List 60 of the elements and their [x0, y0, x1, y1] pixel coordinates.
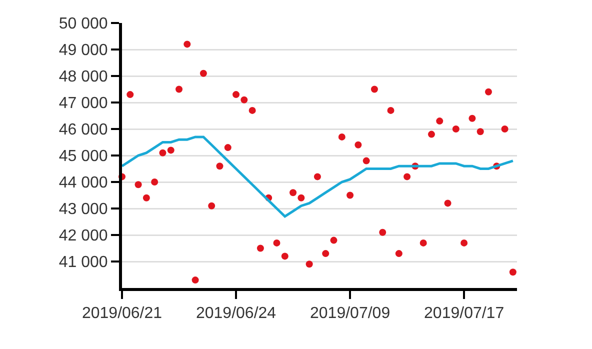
point: [151, 178, 158, 186]
point: [200, 70, 207, 77]
y-tick-label: 48 000: [58, 68, 108, 86]
point: [346, 192, 354, 199]
point: [387, 106, 394, 114]
x-tick-label: 2019/07/09: [310, 305, 390, 322]
y-tick-label: 41 000: [58, 254, 108, 272]
point: [142, 194, 150, 202]
point: [444, 200, 452, 207]
point: [338, 133, 346, 140]
point: [395, 250, 402, 258]
point: [468, 114, 476, 122]
point: [290, 189, 297, 196]
point: [232, 91, 240, 98]
point: [208, 202, 216, 210]
point: [379, 228, 386, 236]
y-tick-label: 46 000: [58, 122, 108, 139]
line-series: [122, 136, 514, 218]
point: [436, 118, 444, 125]
point: [126, 91, 134, 98]
point: [452, 126, 460, 132]
point: [362, 157, 370, 164]
point: [167, 146, 174, 154]
point: [224, 144, 232, 152]
point: [134, 181, 142, 188]
x-tick-label: 2019/06/21: [82, 305, 162, 322]
point: [184, 40, 191, 48]
point: [484, 88, 492, 96]
point: [216, 162, 224, 170]
point: [281, 252, 288, 260]
point: [192, 276, 199, 284]
point: [240, 96, 248, 104]
point: [330, 236, 338, 244]
y-tick-label: 49 000: [58, 42, 108, 60]
point: [354, 141, 362, 148]
y-tick-label: 45 000: [58, 148, 108, 166]
point: [248, 106, 256, 114]
point: [476, 128, 484, 136]
point: [420, 239, 427, 246]
y-tick-label: 50 000: [58, 16, 108, 33]
point: [159, 149, 166, 156]
y-tick-label: 42 000: [58, 228, 108, 245]
point: [314, 173, 321, 180]
point: [176, 86, 183, 93]
y-tick-label: 47 000: [58, 95, 108, 112]
point: [273, 239, 280, 246]
x-tick-label: 2019/06/24: [196, 305, 276, 322]
point: [306, 260, 313, 268]
point: [404, 173, 411, 180]
point: [460, 239, 468, 246]
point: [322, 250, 330, 258]
point: [370, 86, 378, 93]
point: [256, 244, 264, 252]
point: [298, 194, 305, 202]
point: [509, 268, 516, 276]
x-tick-label: 2019/07/17: [424, 305, 504, 322]
y-tick-label: 43 000: [58, 201, 108, 218]
point: [428, 130, 435, 138]
y-tick-label: 44 000: [58, 174, 108, 192]
point: [501, 126, 508, 132]
